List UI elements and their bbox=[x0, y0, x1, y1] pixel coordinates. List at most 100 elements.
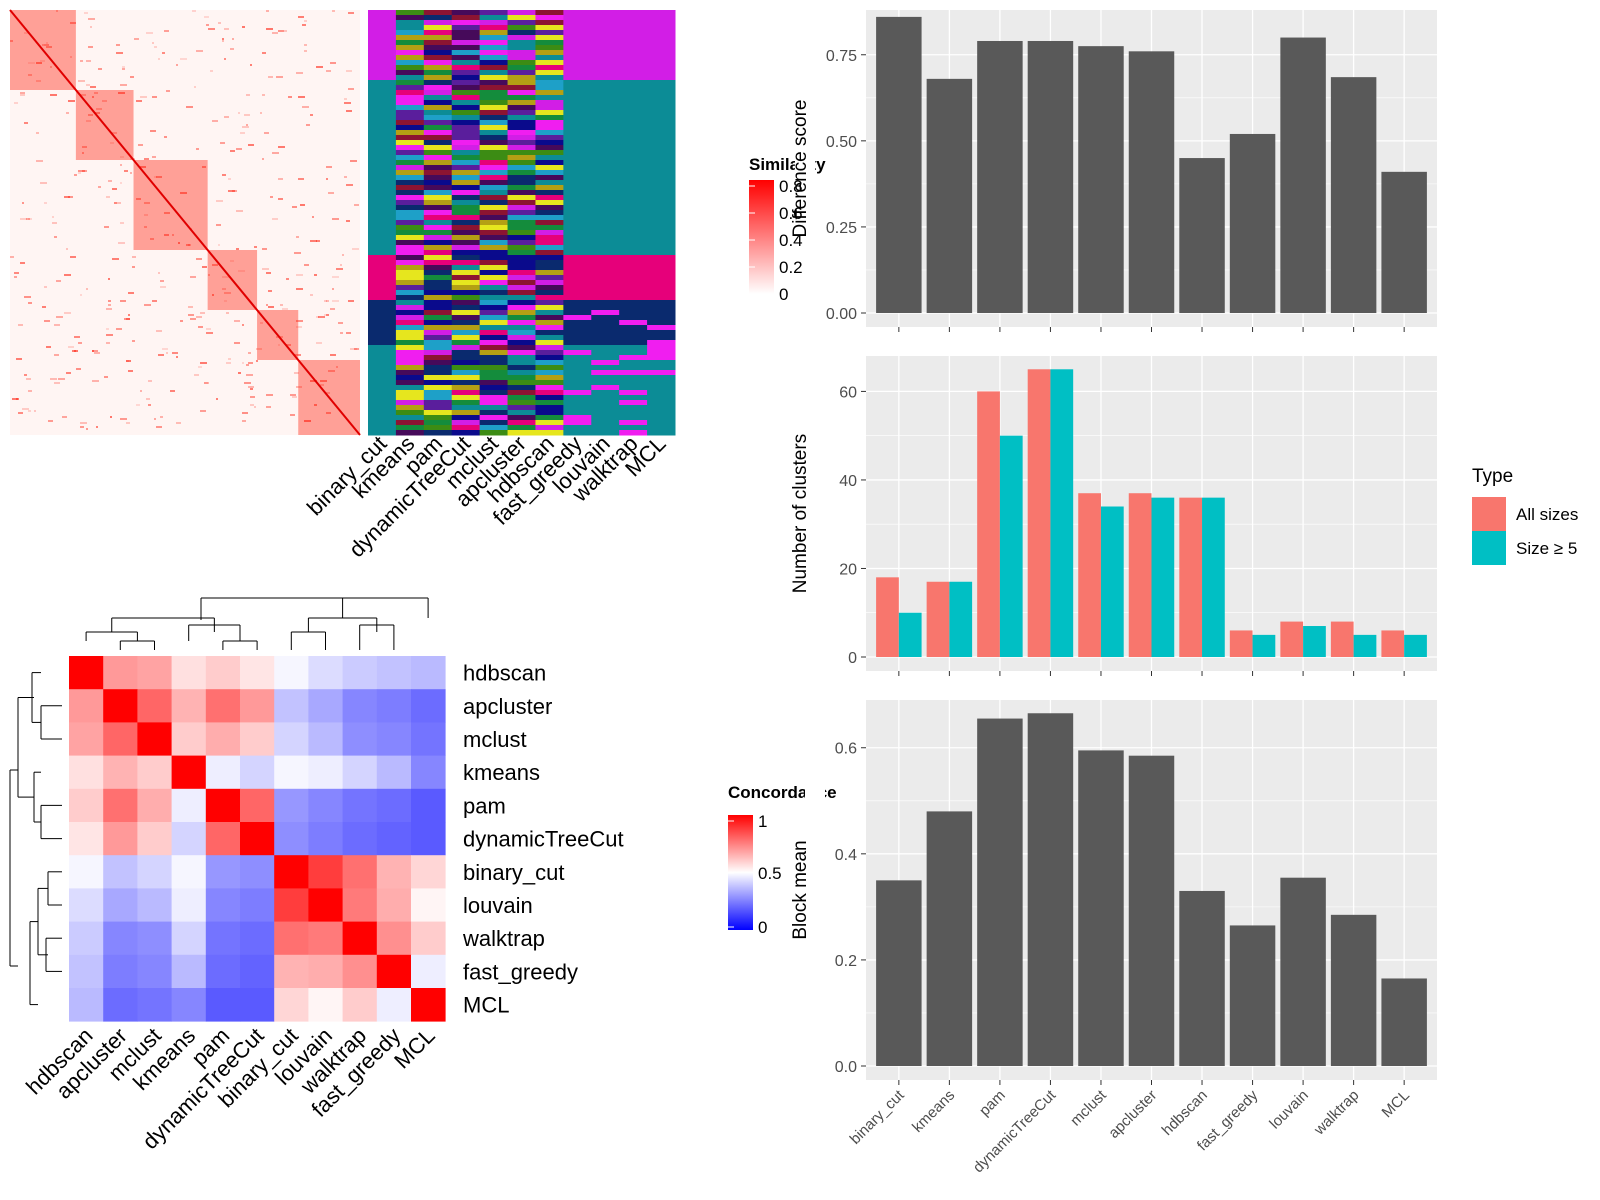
cluster-cell bbox=[451, 90, 481, 96]
similarity-cell bbox=[324, 314, 326, 316]
cluster-cell bbox=[423, 150, 453, 156]
cluster-cell bbox=[591, 415, 620, 421]
similarity-cell bbox=[144, 158, 149, 160]
cluster-cell bbox=[451, 155, 481, 161]
cluster-cell bbox=[563, 325, 592, 331]
cluster-cell bbox=[563, 70, 592, 76]
cluster-cell bbox=[451, 360, 481, 366]
concordance-cell bbox=[274, 988, 309, 1022]
cluster-cell bbox=[479, 210, 509, 216]
cluster-cell bbox=[368, 385, 397, 391]
similarity-cell bbox=[164, 212, 170, 214]
cluster-cell bbox=[563, 150, 592, 156]
row-label-louvain: louvain bbox=[463, 893, 533, 918]
cluster-cell bbox=[479, 240, 509, 246]
cluster-cell bbox=[479, 330, 509, 336]
bar-MCL bbox=[1381, 978, 1427, 1066]
cluster-cell bbox=[535, 295, 564, 301]
cluster-cell bbox=[479, 45, 509, 51]
similarity-cell bbox=[228, 358, 231, 360]
cluster-cell bbox=[647, 250, 676, 256]
concordance-cell bbox=[103, 921, 138, 956]
similarity-legend-tick: 0 bbox=[779, 285, 788, 304]
cluster-cell bbox=[563, 390, 592, 396]
similarity-cell bbox=[216, 398, 218, 400]
similarity-cell bbox=[172, 234, 174, 236]
similarity-cell bbox=[40, 182, 47, 184]
cluster-cell bbox=[591, 155, 620, 161]
cluster-cell bbox=[423, 390, 453, 396]
cluster-cell bbox=[619, 35, 648, 41]
cluster-cell bbox=[591, 290, 620, 296]
cluster-cell bbox=[451, 345, 481, 351]
cluster-cell bbox=[619, 55, 648, 61]
cluster-cell bbox=[451, 65, 481, 71]
cluster-cell bbox=[395, 15, 425, 21]
cluster-cell bbox=[423, 310, 453, 316]
cluster-cell bbox=[535, 280, 564, 286]
similarity-cell bbox=[204, 382, 208, 384]
cluster-cell bbox=[423, 210, 453, 216]
cluster-cell bbox=[423, 155, 453, 161]
cluster-cell bbox=[619, 160, 648, 166]
cluster-cell bbox=[423, 285, 453, 291]
concordance-cell bbox=[69, 954, 104, 989]
cluster-cell bbox=[368, 145, 397, 151]
cluster-cell bbox=[451, 105, 481, 111]
cluster-cell bbox=[535, 170, 564, 176]
cluster-cell bbox=[563, 320, 592, 326]
similarity-cell bbox=[296, 386, 302, 388]
similarity-cell bbox=[24, 32, 29, 34]
cluster-cell bbox=[563, 395, 592, 401]
cluster-cell bbox=[591, 325, 620, 331]
cluster-cell bbox=[368, 215, 397, 221]
concordance-cell bbox=[274, 689, 309, 723]
similarity-cell bbox=[68, 196, 73, 198]
cluster-cell bbox=[647, 105, 676, 111]
similarity-cell bbox=[44, 286, 47, 288]
cluster-cell bbox=[591, 100, 620, 106]
cluster-cell bbox=[619, 180, 648, 186]
x-tick-label-mclust: mclust bbox=[1067, 1086, 1110, 1129]
cluster-cell bbox=[395, 80, 425, 86]
similarity-cell bbox=[118, 242, 125, 244]
cluster-cell bbox=[451, 60, 481, 66]
cluster-cell bbox=[395, 270, 425, 276]
cluster-cell bbox=[535, 205, 564, 211]
cluster-cell bbox=[535, 190, 564, 196]
similarity-cell bbox=[36, 132, 39, 134]
cluster-cell bbox=[507, 330, 536, 336]
cluster-cell bbox=[619, 415, 648, 421]
cluster-cell bbox=[368, 370, 397, 376]
cluster-cell bbox=[451, 235, 481, 241]
similarity-cell bbox=[296, 274, 303, 276]
cluster-cell bbox=[591, 250, 620, 256]
cluster-cell bbox=[423, 105, 453, 111]
cluster-cell bbox=[507, 170, 536, 176]
cluster-cell bbox=[479, 275, 509, 281]
cluster-cell bbox=[535, 70, 564, 76]
cluster-cell bbox=[535, 380, 564, 386]
similarity-cell bbox=[262, 52, 266, 54]
cluster-cell bbox=[647, 215, 676, 221]
cluster-cell bbox=[479, 360, 509, 366]
concordance-cell bbox=[103, 954, 138, 989]
concordance-cell bbox=[308, 855, 343, 889]
similarity-cell bbox=[26, 218, 30, 220]
concordance-cell bbox=[171, 988, 207, 1022]
cluster-cell bbox=[591, 360, 620, 366]
similarity-cell bbox=[242, 324, 244, 326]
concordance-cell bbox=[171, 954, 207, 989]
similarity-cell bbox=[86, 428, 88, 430]
cluster-cell bbox=[395, 95, 425, 101]
similarity-cell bbox=[246, 364, 249, 366]
cluster-cell bbox=[395, 285, 425, 291]
concordance-cell bbox=[103, 988, 138, 1022]
similarity-cell bbox=[150, 130, 156, 132]
cluster-cell bbox=[507, 390, 536, 396]
legend-label-size-ge5: Size ≥ 5 bbox=[1516, 539, 1577, 558]
concordance-cell bbox=[376, 921, 412, 956]
y-tick-label: 0.4 bbox=[835, 847, 857, 864]
similarity-cell bbox=[316, 66, 323, 68]
similarity-cell bbox=[224, 116, 229, 118]
